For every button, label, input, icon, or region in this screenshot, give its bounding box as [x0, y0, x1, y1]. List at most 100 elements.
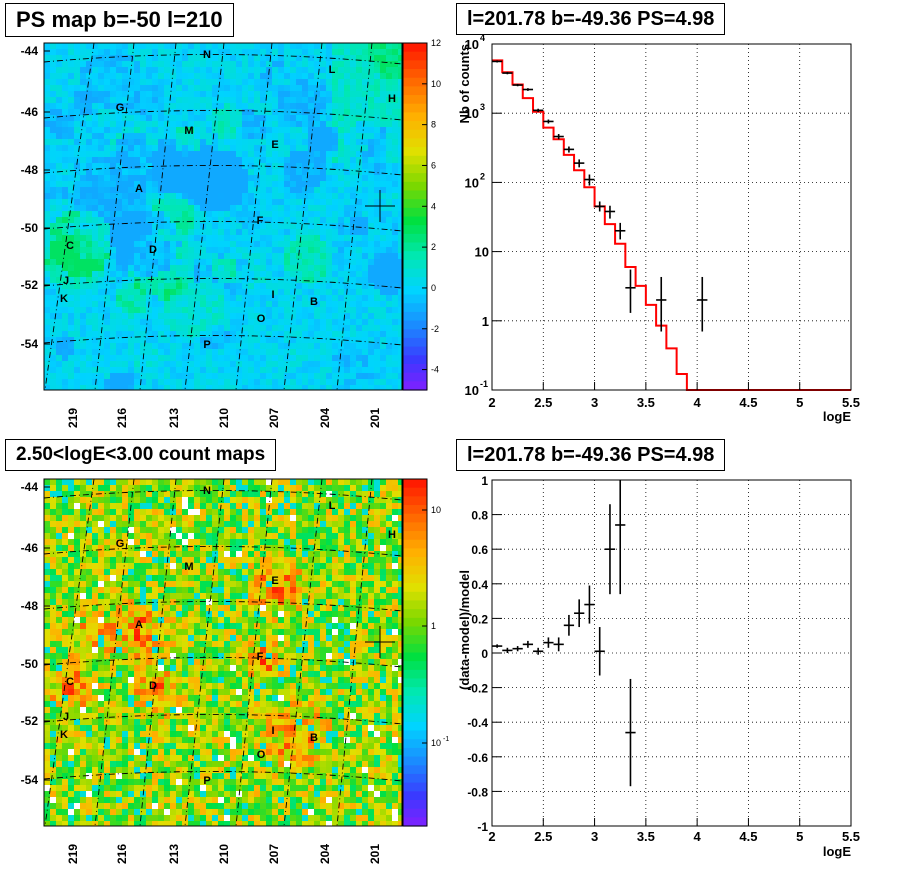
- heatmap-cell: [80, 283, 86, 289]
- heatmap-cell: [62, 199, 68, 205]
- heatmap-cell: [314, 181, 320, 187]
- heatmap-cell: [260, 73, 266, 79]
- heatmap-cell: [128, 241, 134, 247]
- heatmap-cell: [56, 515, 62, 521]
- heatmap-cell: [74, 539, 80, 545]
- heatmap-cell: [398, 211, 402, 217]
- heatmap-cell: [50, 61, 56, 67]
- heatmap-cell: [272, 163, 278, 169]
- colorbar-segment: [403, 51, 427, 61]
- heatmap-cell: [302, 509, 308, 515]
- heatmap-cell: [206, 193, 212, 199]
- heatmap-cell: [392, 187, 398, 193]
- heatmap-cell: [386, 295, 392, 301]
- heatmap-cell: [164, 55, 170, 61]
- heatmap-cell: [134, 73, 140, 79]
- heatmap-cell: [338, 277, 344, 283]
- heatmap-cell: [206, 575, 212, 581]
- heatmap-cell: [44, 331, 50, 337]
- heatmap-cell: [398, 355, 402, 361]
- heatmap-cell: [248, 587, 254, 593]
- heatmap-cell: [164, 253, 170, 259]
- heatmap-cell: [134, 193, 140, 199]
- heatmap-cell: [224, 187, 230, 193]
- heatmap-cell: [368, 145, 374, 151]
- heatmap-cell: [392, 127, 398, 133]
- heatmap-cell: [200, 485, 206, 491]
- heatmap-cell: [116, 241, 122, 247]
- heatmap-cell: [230, 349, 236, 355]
- heatmap-cell: [362, 539, 368, 545]
- heatmap-cell: [44, 485, 50, 491]
- heatmap-cell: [206, 313, 212, 319]
- heatmap-cell: [206, 599, 212, 605]
- heatmap-cell: [230, 533, 236, 539]
- heatmap-cell: [62, 515, 68, 521]
- heatmap-cell: [224, 313, 230, 319]
- heatmap-cell: [344, 265, 350, 271]
- heatmap-cell: [80, 217, 86, 223]
- heatmap-cell: [110, 139, 116, 145]
- heatmap-cell: [224, 235, 230, 241]
- heatmap-cell: [44, 61, 50, 67]
- heatmap-cell: [338, 61, 344, 67]
- heatmap-cell: [320, 157, 326, 163]
- heatmap-cell: [56, 581, 62, 587]
- heatmap-cell: [68, 361, 74, 367]
- heatmap-cell: [122, 295, 128, 301]
- heatmap-cell: [308, 157, 314, 163]
- heatmap-cell: [98, 43, 104, 49]
- heatmap-cell: [320, 79, 326, 85]
- heatmap-cell: [50, 331, 56, 337]
- heatmap-cell: [266, 301, 272, 307]
- heatmap-cell: [68, 199, 74, 205]
- heatmap-cell: [392, 307, 398, 313]
- heatmap-cell: [344, 211, 350, 217]
- heatmap-cell: [122, 169, 128, 175]
- heatmap-cell: [290, 485, 296, 491]
- heatmap-cell: [80, 545, 86, 551]
- heatmap-cell: [344, 385, 350, 390]
- heatmap-cell: [302, 67, 308, 73]
- heatmap-cell: [128, 217, 134, 223]
- heatmap-cell: [152, 139, 158, 145]
- heatmap-cell: [134, 121, 140, 127]
- heatmap-cell: [56, 265, 62, 271]
- source-label-b: B: [310, 296, 318, 308]
- heatmap-cell: [92, 539, 98, 545]
- heatmap-cell: [104, 485, 110, 491]
- heatmap-cell: [116, 151, 122, 157]
- heatmap-cell: [182, 361, 188, 367]
- heatmap-cell: [272, 355, 278, 361]
- heatmap-cell: [74, 247, 80, 253]
- heatmap-cell: [344, 151, 350, 157]
- heatmap-cell: [398, 385, 402, 390]
- heatmap-cell: [338, 133, 344, 139]
- heatmap-cell: [62, 109, 68, 115]
- heatmap-cell: [350, 151, 356, 157]
- heatmap-cell: [236, 43, 242, 49]
- heatmap-cell: [254, 301, 260, 307]
- heatmap-cell: [326, 61, 332, 67]
- heatmap-cell: [290, 337, 296, 343]
- heatmap-cell: [278, 199, 284, 205]
- heatmap-cell: [308, 145, 314, 151]
- heatmap-cell: [248, 229, 254, 235]
- heatmap-cell: [110, 581, 116, 587]
- heatmap-cell: [302, 181, 308, 187]
- heatmap-cell: [68, 103, 74, 109]
- heatmap-cell: [380, 133, 386, 139]
- heatmap-cell: [74, 515, 80, 521]
- heatmap-cell: [50, 319, 56, 325]
- heatmap-cell: [158, 109, 164, 115]
- heatmap-cell: [272, 575, 278, 581]
- heatmap-cell: [200, 349, 206, 355]
- x-tick-label: 210: [217, 408, 231, 428]
- heatmap-cell: [74, 199, 80, 205]
- heatmap-cell: [296, 271, 302, 277]
- heatmap-cell: [236, 331, 242, 337]
- heatmap-cell: [296, 217, 302, 223]
